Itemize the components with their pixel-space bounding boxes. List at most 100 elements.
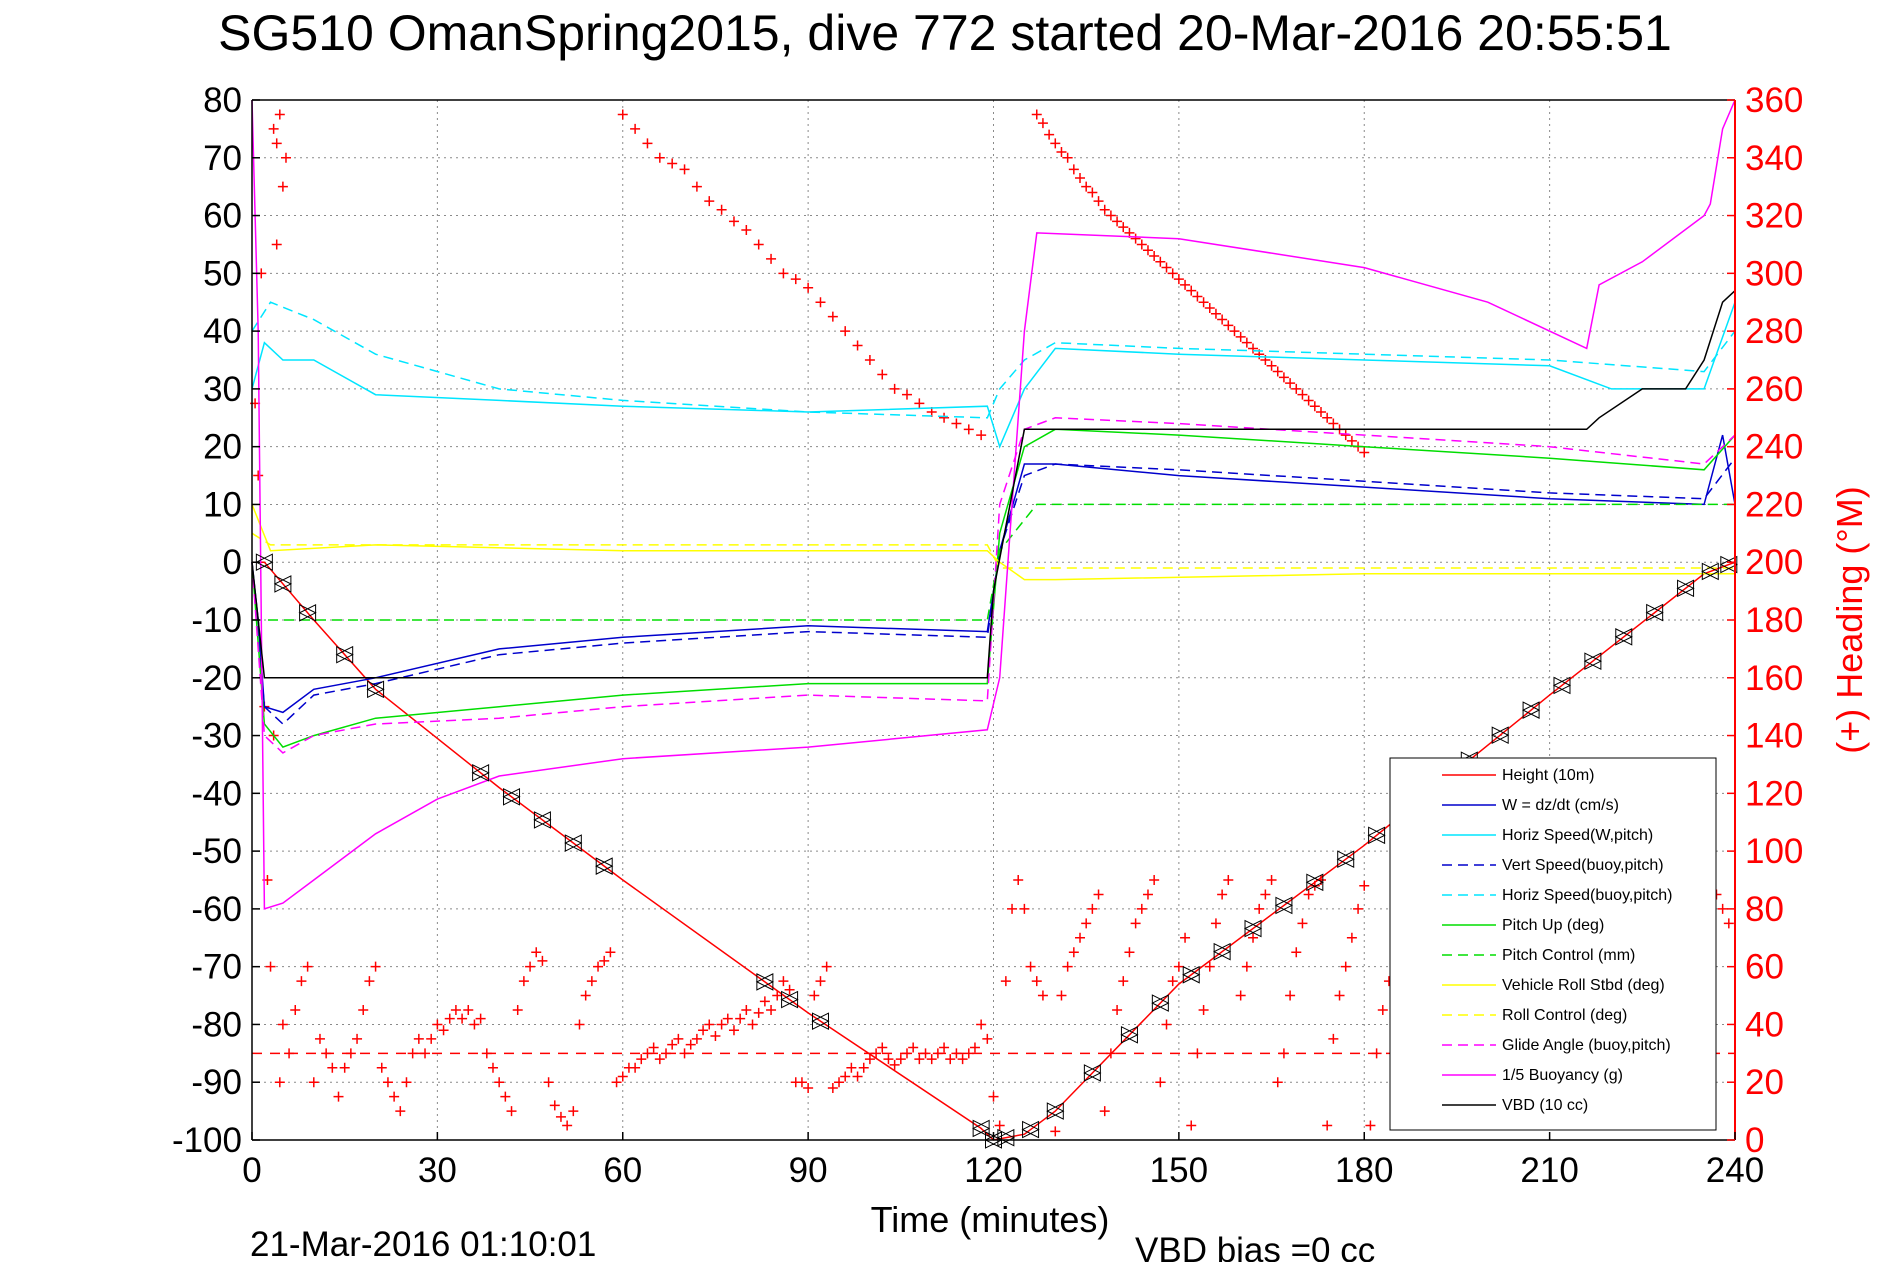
heading-marker (1056, 147, 1067, 157)
series-line (251, 504, 1735, 581)
chart-title: SG510 OmanSpring2015, dive 772 started 2… (218, 5, 1672, 61)
heading-marker (268, 123, 279, 134)
height-marker (273, 575, 293, 593)
heading-marker (382, 1077, 393, 1088)
heading-marker (858, 1062, 869, 1073)
heading-marker (778, 976, 789, 987)
legend-label: Pitch Control (mm) (1502, 947, 1635, 964)
heading-marker (716, 1019, 727, 1030)
heading-marker (389, 1091, 400, 1102)
heading-marker (648, 1042, 659, 1053)
heading-marker (661, 1048, 672, 1059)
heading-marker (432, 1019, 443, 1030)
heading-marker (420, 1048, 431, 1059)
heading-marker (914, 398, 925, 409)
y-right-tick-label: 20 (1745, 1063, 1784, 1102)
heading-marker (1303, 889, 1314, 900)
heading-marker (1031, 976, 1042, 987)
heading-marker (1075, 932, 1086, 943)
heading-marker (1099, 1106, 1110, 1117)
legend-label: Glide Angle (buoy,pitch) (1502, 1037, 1671, 1054)
y-right-tick-label: 60 (1745, 948, 1784, 987)
heading-marker (1180, 932, 1191, 943)
heading-marker (827, 311, 838, 322)
height-marker (595, 857, 614, 875)
heading-marker (531, 947, 542, 958)
heading-marker (1346, 435, 1357, 446)
height-marker (533, 811, 552, 829)
heading-marker (1309, 401, 1320, 412)
heading-marker (1068, 947, 1079, 958)
y-right-tick-label: 260 (1745, 370, 1803, 409)
heading-marker (1019, 903, 1030, 914)
heading-marker (1161, 262, 1172, 273)
heading-marker (1136, 239, 1147, 250)
heading-marker (710, 1031, 721, 1041)
heading-marker (525, 961, 536, 972)
heading-marker (1260, 889, 1271, 900)
heading-marker (722, 1013, 733, 1024)
heading-marker (1062, 152, 1073, 163)
heading-marker (1297, 918, 1308, 929)
y-right-tick-label: 0 (1745, 1121, 1764, 1160)
x-tick-label: 0 (242, 1151, 261, 1190)
heading-marker (1285, 378, 1296, 389)
heading-marker (654, 1054, 665, 1065)
heading-marker (327, 1062, 338, 1073)
heading-marker (1037, 990, 1048, 1001)
height-marker (1046, 1102, 1065, 1120)
heading-marker (1056, 990, 1067, 1001)
heading-marker (1192, 291, 1203, 302)
heading-marker (518, 976, 529, 987)
height-marker (1645, 603, 1664, 622)
heading-marker (1291, 383, 1302, 394)
height-marker (1614, 628, 1633, 646)
x-tick-label: 60 (603, 1151, 642, 1190)
x-tick-label: 90 (789, 1151, 828, 1190)
heading-marker (877, 1042, 888, 1053)
heading-marker (698, 1025, 709, 1036)
heading-marker (611, 1077, 622, 1088)
heading-marker (537, 955, 548, 966)
height-marker (1182, 965, 1201, 984)
heading-marker (271, 138, 282, 149)
height-marker (1521, 701, 1541, 719)
y-tick-label: -20 (191, 659, 242, 698)
y-right-tick-label: 340 (1745, 139, 1803, 178)
heading-marker (1717, 903, 1728, 914)
y-tick-label: -30 (191, 717, 242, 756)
heading-marker (636, 1054, 647, 1065)
heading-marker (932, 1048, 943, 1059)
height-marker (996, 1128, 1015, 1147)
heading-marker (864, 1054, 875, 1065)
heading-marker (487, 1062, 498, 1073)
y-tick-label: 0 (223, 543, 242, 582)
y-right-tick-label: 200 (1745, 543, 1803, 582)
heading-marker (667, 158, 678, 169)
heading-marker (766, 1005, 777, 1015)
height-marker (1583, 652, 1602, 670)
heading-marker (1155, 1077, 1166, 1088)
x-tick-label: 210 (1520, 1151, 1578, 1190)
heading-marker (883, 1054, 894, 1065)
heading-marker (605, 947, 616, 958)
height-marker (471, 764, 490, 782)
heading-marker (265, 961, 276, 972)
y-right-tick-label: 180 (1745, 601, 1803, 640)
heading-marker (302, 961, 313, 972)
heading-marker (1050, 138, 1061, 149)
y-axis-right-label: (+) Heading (°M) (1829, 486, 1870, 753)
legend-label: Roll Control (deg) (1502, 1007, 1627, 1024)
heading-marker (481, 1048, 492, 1059)
y-tick-label: 20 (203, 428, 242, 467)
height-marker (755, 973, 774, 991)
heading-marker (704, 196, 715, 207)
series-line (252, 503, 1735, 621)
heading-marker (333, 1091, 344, 1102)
heading-marker (345, 1048, 356, 1059)
height-marker (1367, 826, 1386, 845)
heading-marker (280, 152, 291, 163)
heading-marker (413, 1033, 424, 1044)
heading-marker (450, 1005, 461, 1015)
heading-marker (407, 1048, 418, 1059)
